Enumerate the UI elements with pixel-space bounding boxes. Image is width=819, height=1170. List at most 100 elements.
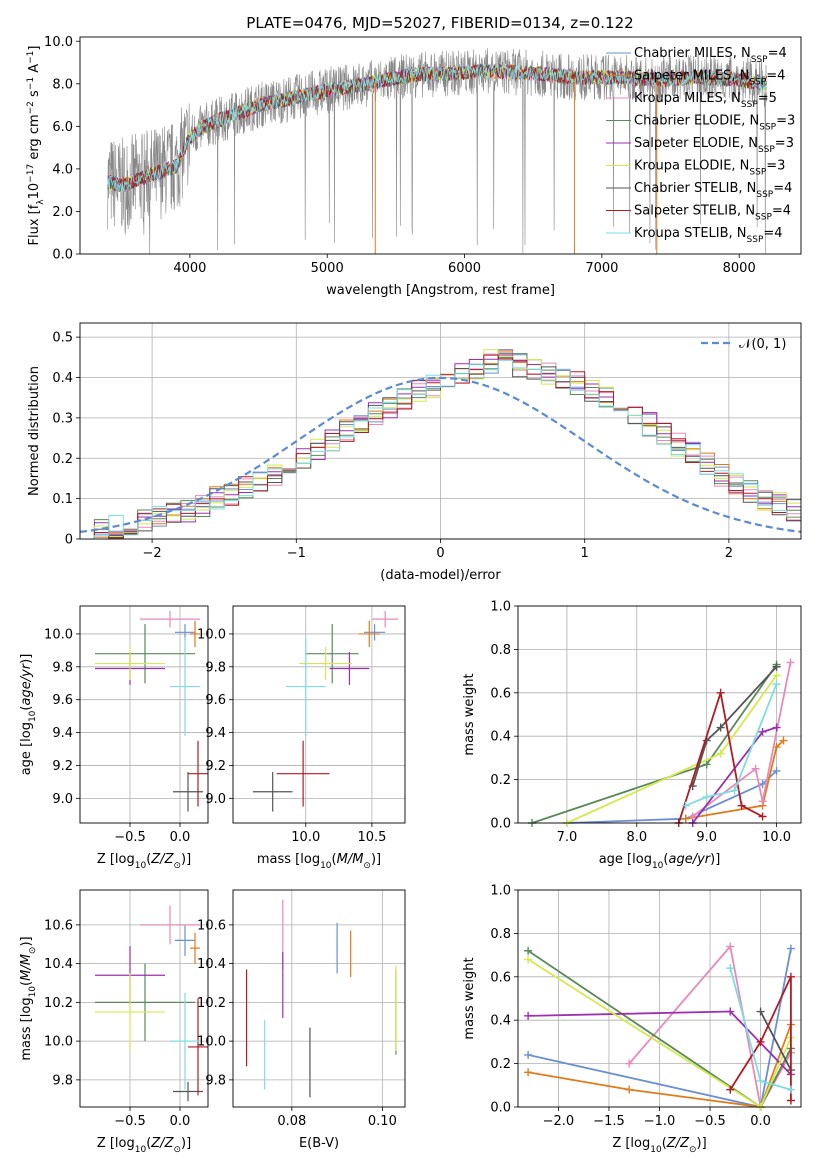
errorbar-point bbox=[190, 932, 200, 964]
y-axis-label: Normed distribution bbox=[27, 366, 42, 496]
legend-label: Salpeter MILES, NSSP=4 bbox=[634, 69, 785, 88]
errorbar-point bbox=[190, 620, 200, 648]
weight-marker bbox=[772, 766, 781, 775]
errorbar-point bbox=[276, 740, 330, 807]
x-tick-label: 0.08 bbox=[277, 1114, 306, 1129]
y-tick-label: 0.4 bbox=[52, 371, 73, 386]
errorbar-point bbox=[95, 973, 165, 1051]
axes-frame bbox=[79, 36, 802, 255]
x-tick-label: −1.0 bbox=[644, 1114, 676, 1129]
errorbar-point bbox=[95, 624, 195, 684]
weight-marker bbox=[726, 1007, 735, 1016]
y-tick-label: 0.6 bbox=[490, 970, 511, 985]
panel-spectrum: 4000 5000 6000 7000 8000 0.0 2.0 4.0 6.0 8.0 10.0 C… bbox=[26, 35, 802, 298]
weight-line-kroupa-stelib bbox=[685, 683, 778, 807]
panel-weight_vs_age: 7.0 8.0 9.0 10.0 0.0 0.2 0.4 0.6 0.8 1.0 age [log1… bbox=[462, 600, 802, 871]
y-tick-label: 9.0 bbox=[205, 792, 226, 807]
x-tick-label: −2.0 bbox=[543, 1114, 575, 1129]
weight-marker bbox=[524, 1011, 533, 1020]
weight-marker bbox=[786, 1085, 795, 1094]
legend-label: Chabrier ELODIE, NSSP=3 bbox=[634, 114, 795, 133]
weight-marker bbox=[756, 1076, 765, 1085]
x-tick-label: 10.0 bbox=[291, 830, 320, 845]
weight-marker bbox=[702, 792, 711, 801]
legend-label: Kroupa MILES, NSSP=5 bbox=[634, 91, 777, 110]
gaussian-curve bbox=[79, 376, 802, 533]
axes-frame bbox=[517, 889, 802, 1108]
x-tick-label: 7.0 bbox=[557, 830, 578, 845]
errorbar-point bbox=[95, 963, 195, 1042]
weight-marker bbox=[758, 727, 767, 736]
y-tick-label: 10.2 bbox=[197, 996, 226, 1011]
y-tick-label: 9.2 bbox=[52, 759, 73, 774]
x-tick-label: −0.5 bbox=[114, 1114, 146, 1129]
errorbar-point bbox=[170, 637, 200, 736]
x-tick-label: −1.5 bbox=[593, 1114, 625, 1129]
x-axis-label: Z [log10(Z/Z⊙)] bbox=[612, 1136, 706, 1155]
y-tick-label: 0.8 bbox=[490, 927, 511, 942]
weight-marker bbox=[726, 1085, 735, 1094]
y-tick-label: 1.0 bbox=[490, 884, 511, 899]
weight-line-salpeter-miles bbox=[685, 739, 785, 820]
x-tick-label: 0.0 bbox=[170, 830, 191, 845]
weight-marker bbox=[524, 946, 533, 955]
weight-marker bbox=[779, 736, 788, 745]
weight-marker bbox=[716, 688, 725, 697]
weight-marker bbox=[758, 812, 767, 821]
axes-frame bbox=[79, 605, 209, 824]
weight-marker bbox=[756, 1037, 765, 1046]
errorbar-point bbox=[188, 998, 208, 1096]
weight-marker bbox=[772, 680, 781, 689]
weight-line-chabrier-stelib bbox=[759, 1011, 792, 1071]
y-tick-label: 1.0 bbox=[490, 600, 511, 615]
weight-marker bbox=[772, 671, 781, 680]
weight-marker bbox=[786, 944, 795, 953]
y-tick-label: 0.0 bbox=[490, 817, 511, 832]
legend-label: 𝒩(0, 1) bbox=[739, 337, 786, 352]
y-tick-label: 0.1 bbox=[52, 492, 73, 507]
panel-residuals: −2 −1 0 1 2 0 0.1 0.2 0.3 0.4 0.5 𝒩(0, 1) (data-mode… bbox=[27, 322, 802, 583]
y-tick-label: 10.6 bbox=[197, 918, 226, 933]
weight-marker bbox=[524, 955, 533, 964]
panel-age_vs_Z: −0.5 0.0 9.0 9.2 9.4 9.6 9.8 10.0 Z [log10(Z/Z⊙)… bbox=[19, 605, 209, 871]
y-tick-label: 0.4 bbox=[490, 730, 511, 745]
y-tick-label: 10.0 bbox=[44, 627, 73, 642]
y-tick-label: 9.4 bbox=[205, 726, 226, 741]
weight-marker bbox=[751, 764, 760, 773]
legend-label: Salpeter STELIB, NSSP=4 bbox=[634, 204, 791, 223]
y-tick-label: 4.0 bbox=[52, 162, 73, 177]
x-tick-label: −0.5 bbox=[694, 1114, 726, 1129]
x-axis-label: E(B-V) bbox=[299, 1136, 339, 1151]
weight-marker bbox=[726, 942, 735, 951]
weight-marker bbox=[524, 1068, 533, 1077]
errorbar-point bbox=[140, 905, 200, 945]
errorbar-point bbox=[95, 647, 165, 680]
y-tick-label: 9.4 bbox=[52, 726, 73, 741]
hist-chabrier-stelib bbox=[80, 357, 801, 539]
y-axis-label: mass weight bbox=[462, 673, 477, 755]
y-tick-label: 9.8 bbox=[205, 1073, 226, 1088]
weight-marker bbox=[756, 1007, 765, 1016]
weight-marker bbox=[730, 786, 739, 795]
weight-marker bbox=[772, 723, 781, 732]
weight-marker bbox=[737, 801, 746, 810]
x-axis-label: Z [log10(Z/Z⊙)] bbox=[97, 852, 191, 871]
weight-marker bbox=[726, 964, 735, 973]
legend-label: Kroupa ELODIE, NSSP=3 bbox=[634, 159, 785, 178]
weight-marker bbox=[716, 723, 725, 732]
errorbar-point bbox=[363, 624, 386, 641]
weight-marker bbox=[772, 662, 781, 671]
y-tick-label: 0.6 bbox=[490, 686, 511, 701]
x-tick-label: 0.10 bbox=[368, 1114, 397, 1129]
y-tick-label: 10.2 bbox=[44, 996, 73, 1011]
x-tick-label: 1 bbox=[581, 546, 589, 561]
axes-frame bbox=[517, 605, 802, 824]
errorbar-point bbox=[252, 772, 293, 812]
legend-label: Kroupa STELIB, NSSP=4 bbox=[634, 226, 783, 245]
y-tick-label: 10.0 bbox=[44, 1035, 73, 1050]
y-tick-label: 0.0 bbox=[490, 1101, 511, 1116]
y-tick-label: 2.0 bbox=[52, 205, 73, 220]
panel-mass_vs_ebv: 0.08 0.10 9.8 10.0 10.2 10.4 10.6 E(B-V) bbox=[197, 889, 406, 1151]
y-tick-label: 0.2 bbox=[490, 1057, 511, 1072]
